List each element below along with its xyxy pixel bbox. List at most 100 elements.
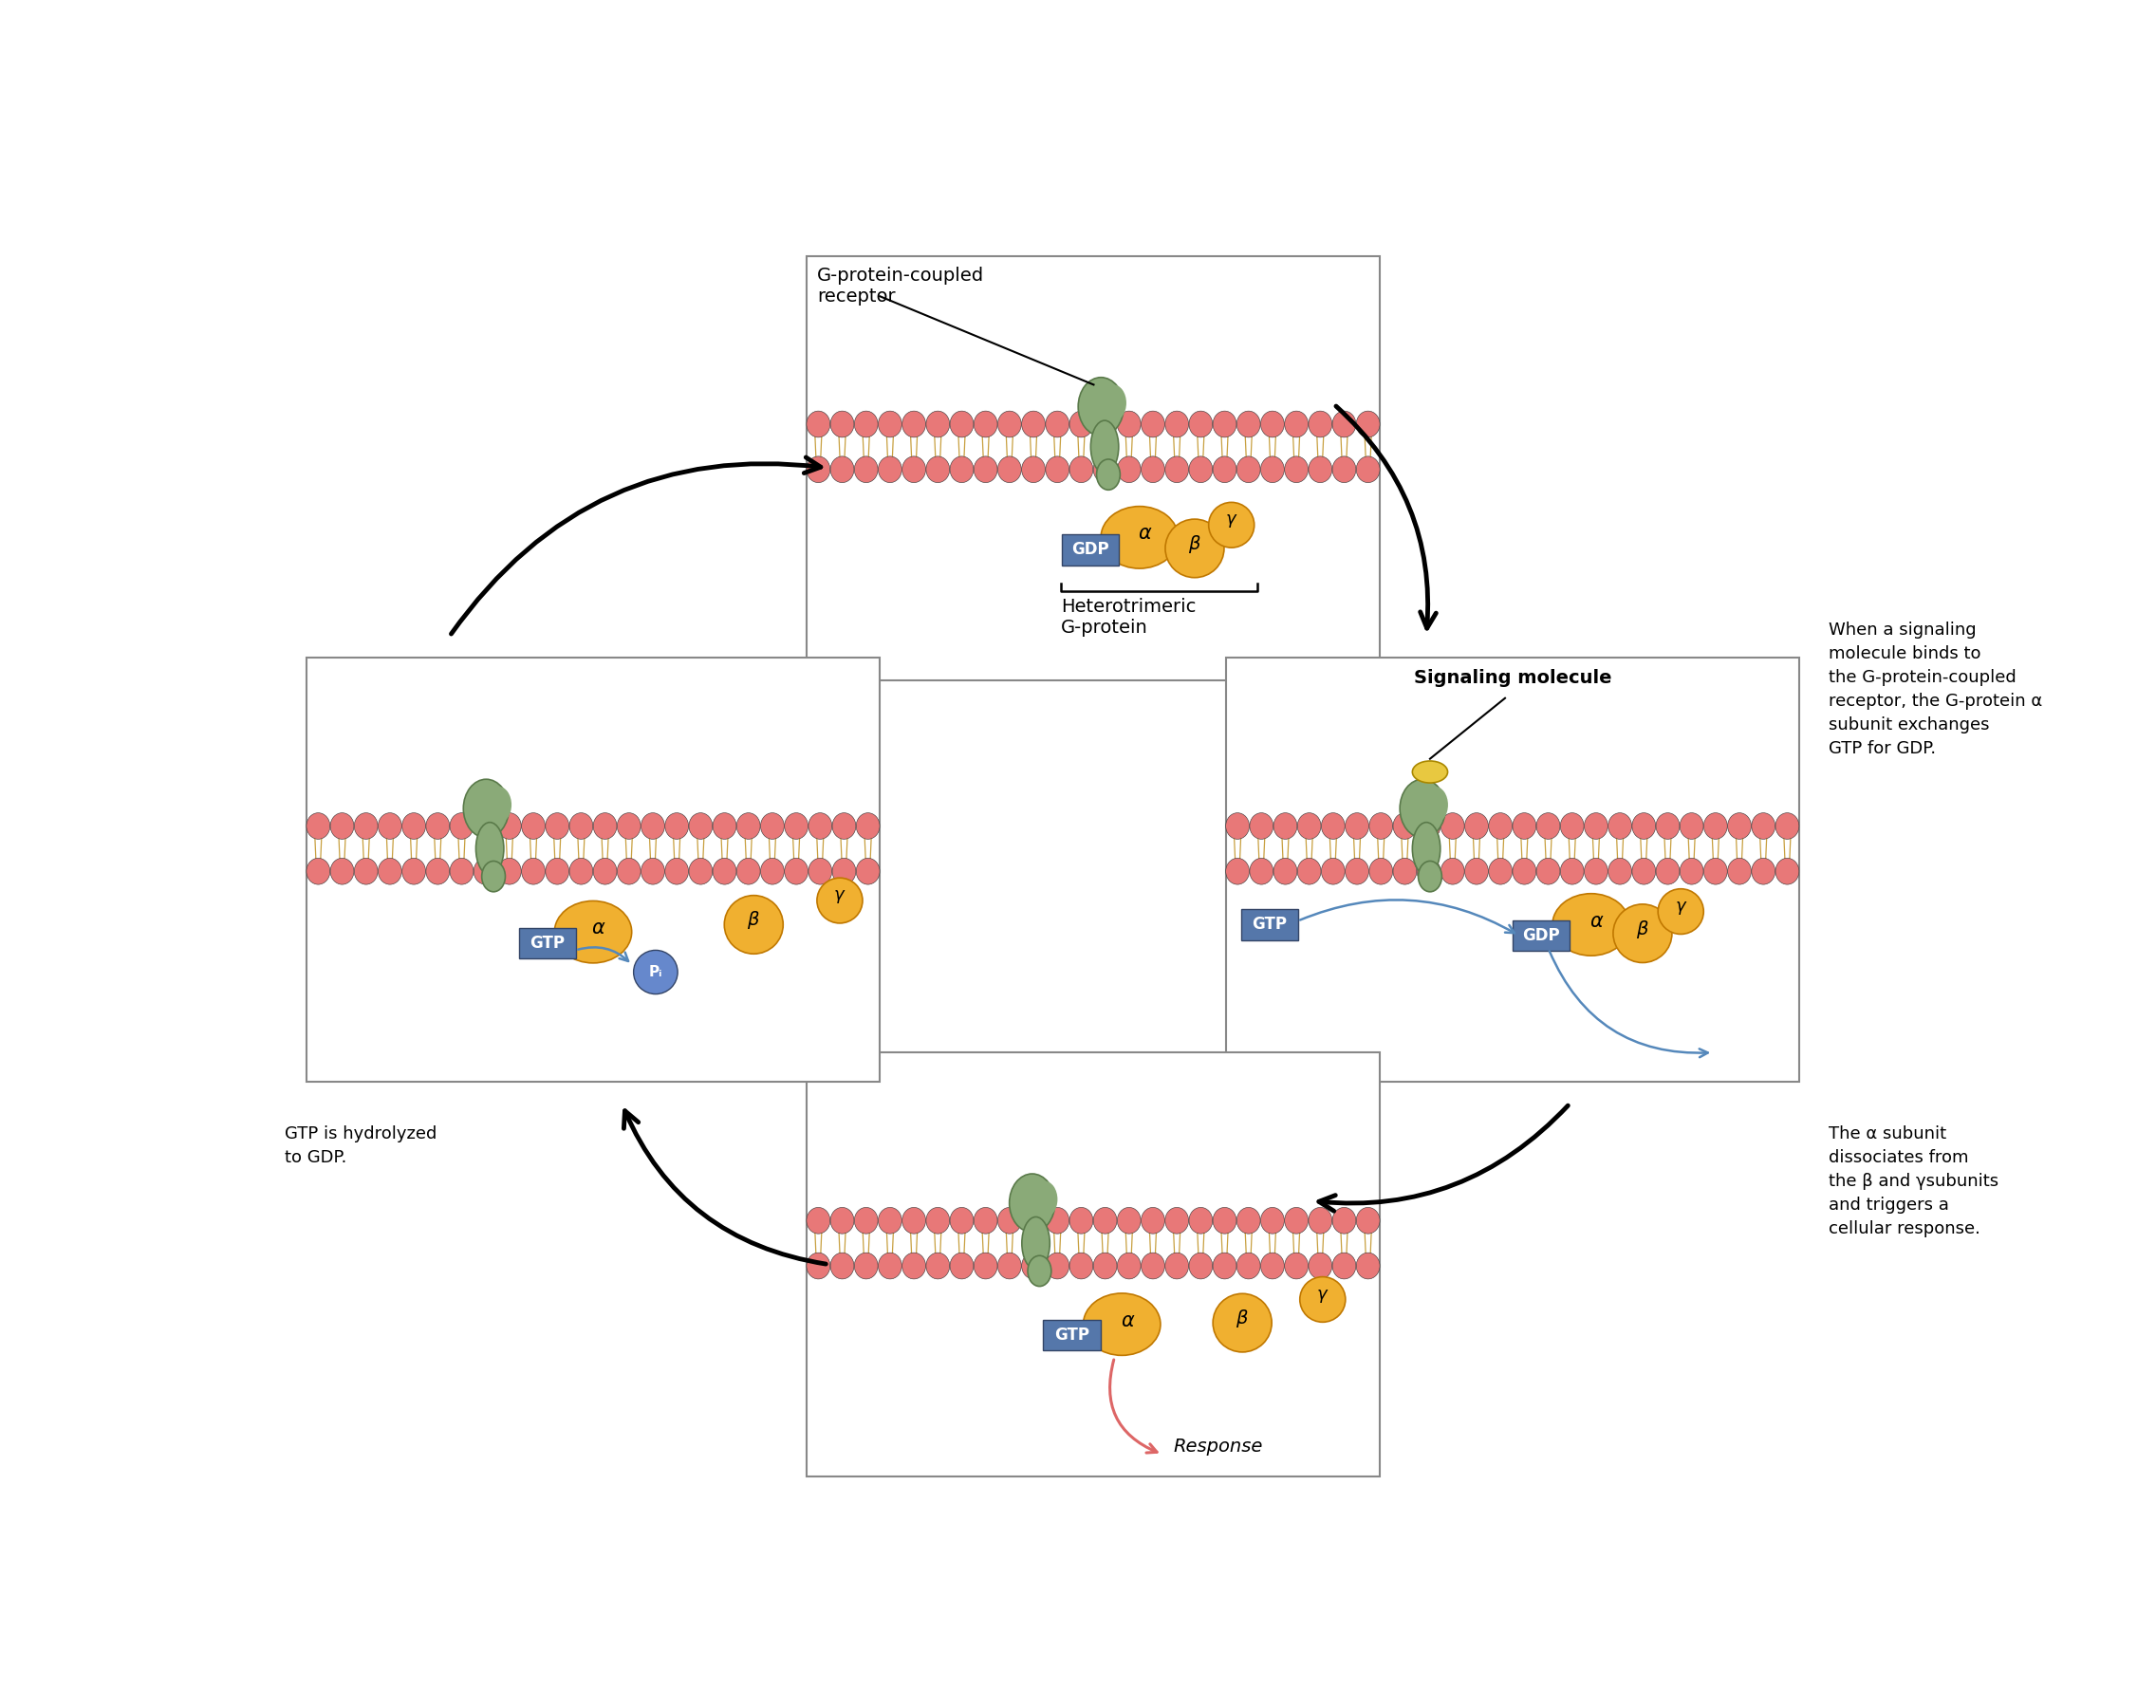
Ellipse shape	[1117, 412, 1141, 437]
Ellipse shape	[690, 813, 711, 839]
Text: $\beta$: $\beta$	[1636, 919, 1649, 939]
Bar	[806, 1243, 1380, 1476]
Ellipse shape	[1309, 1252, 1332, 1279]
Ellipse shape	[1345, 813, 1369, 839]
Bar	[1225, 849, 1800, 1081]
Ellipse shape	[1238, 1252, 1261, 1279]
Ellipse shape	[901, 1208, 925, 1233]
Ellipse shape	[1141, 1208, 1164, 1233]
Ellipse shape	[593, 857, 617, 885]
Ellipse shape	[1164, 456, 1188, 483]
Ellipse shape	[451, 813, 474, 839]
Ellipse shape	[1751, 857, 1774, 885]
Ellipse shape	[1561, 857, 1585, 885]
Ellipse shape	[1399, 779, 1445, 837]
Ellipse shape	[806, 412, 830, 437]
Ellipse shape	[832, 857, 856, 885]
Bar	[306, 658, 880, 1081]
Ellipse shape	[1238, 456, 1261, 483]
Ellipse shape	[1412, 822, 1440, 874]
Text: GTP is hydrolyzed
to GDP.: GTP is hydrolyzed to GDP.	[285, 1126, 436, 1167]
Ellipse shape	[1188, 1252, 1212, 1279]
Text: $\beta$: $\beta$	[1235, 1308, 1248, 1329]
Ellipse shape	[569, 857, 593, 885]
Text: $\gamma$: $\gamma$	[834, 888, 845, 905]
Ellipse shape	[354, 813, 377, 839]
Ellipse shape	[951, 412, 975, 437]
Ellipse shape	[1703, 813, 1727, 839]
Ellipse shape	[569, 813, 593, 839]
Ellipse shape	[808, 857, 832, 885]
Ellipse shape	[1285, 1252, 1309, 1279]
Text: When a signaling
molecule binds to
the G-protein-coupled
receptor, the G-protein: When a signaling molecule binds to the G…	[1828, 622, 2042, 757]
Ellipse shape	[1164, 1252, 1188, 1279]
Ellipse shape	[1022, 412, 1046, 437]
Ellipse shape	[1069, 456, 1093, 483]
Ellipse shape	[854, 412, 877, 437]
Ellipse shape	[877, 1208, 901, 1233]
Ellipse shape	[1332, 412, 1356, 437]
Ellipse shape	[1537, 857, 1561, 885]
Ellipse shape	[1632, 857, 1656, 885]
Ellipse shape	[856, 813, 880, 839]
Ellipse shape	[1393, 813, 1416, 839]
Ellipse shape	[1046, 1252, 1069, 1279]
Ellipse shape	[554, 900, 632, 963]
Ellipse shape	[1210, 502, 1255, 548]
Ellipse shape	[1097, 459, 1121, 490]
Ellipse shape	[1009, 1173, 1054, 1231]
Ellipse shape	[1393, 857, 1416, 885]
Ellipse shape	[714, 813, 737, 839]
Ellipse shape	[1117, 1208, 1141, 1233]
Ellipse shape	[1298, 857, 1322, 885]
Text: Pᵢ: Pᵢ	[649, 965, 662, 979]
Ellipse shape	[1261, 412, 1285, 437]
Ellipse shape	[714, 857, 737, 885]
Ellipse shape	[1033, 1182, 1056, 1218]
Ellipse shape	[1091, 420, 1119, 473]
Ellipse shape	[1093, 1208, 1117, 1233]
Ellipse shape	[927, 456, 949, 483]
Text: GTP: GTP	[530, 934, 565, 951]
Ellipse shape	[545, 857, 569, 885]
Ellipse shape	[1141, 412, 1164, 437]
Ellipse shape	[1514, 813, 1535, 839]
Ellipse shape	[377, 857, 401, 885]
Ellipse shape	[1046, 1208, 1069, 1233]
FancyBboxPatch shape	[1044, 1320, 1100, 1351]
Bar	[306, 849, 880, 1081]
Ellipse shape	[724, 895, 783, 953]
Ellipse shape	[1488, 813, 1511, 839]
Ellipse shape	[1656, 857, 1680, 885]
Ellipse shape	[854, 1208, 877, 1233]
Ellipse shape	[1585, 857, 1608, 885]
Ellipse shape	[1164, 1208, 1188, 1233]
Ellipse shape	[1022, 1216, 1050, 1269]
Text: The α subunit
dissociates from
the β and γsubunits
and triggers a
cellular respo: The α subunit dissociates from the β and…	[1828, 1126, 1999, 1238]
Ellipse shape	[1356, 456, 1380, 483]
Ellipse shape	[927, 1252, 949, 1279]
Ellipse shape	[1069, 1208, 1093, 1233]
Ellipse shape	[951, 456, 975, 483]
Ellipse shape	[1777, 813, 1798, 839]
Ellipse shape	[1369, 813, 1393, 839]
FancyBboxPatch shape	[1511, 921, 1570, 951]
Ellipse shape	[877, 1252, 901, 1279]
Ellipse shape	[1188, 412, 1212, 437]
Ellipse shape	[1141, 456, 1164, 483]
Bar	[806, 256, 1380, 680]
Ellipse shape	[1440, 857, 1464, 885]
Ellipse shape	[1680, 857, 1703, 885]
Ellipse shape	[830, 1252, 854, 1279]
Ellipse shape	[830, 456, 854, 483]
Ellipse shape	[1300, 1278, 1345, 1322]
Ellipse shape	[1298, 813, 1322, 839]
Ellipse shape	[761, 813, 785, 839]
Ellipse shape	[1356, 412, 1380, 437]
Ellipse shape	[640, 857, 664, 885]
Ellipse shape	[330, 857, 354, 885]
Ellipse shape	[927, 412, 949, 437]
Ellipse shape	[545, 813, 569, 839]
Ellipse shape	[1585, 813, 1608, 839]
Ellipse shape	[617, 813, 640, 839]
